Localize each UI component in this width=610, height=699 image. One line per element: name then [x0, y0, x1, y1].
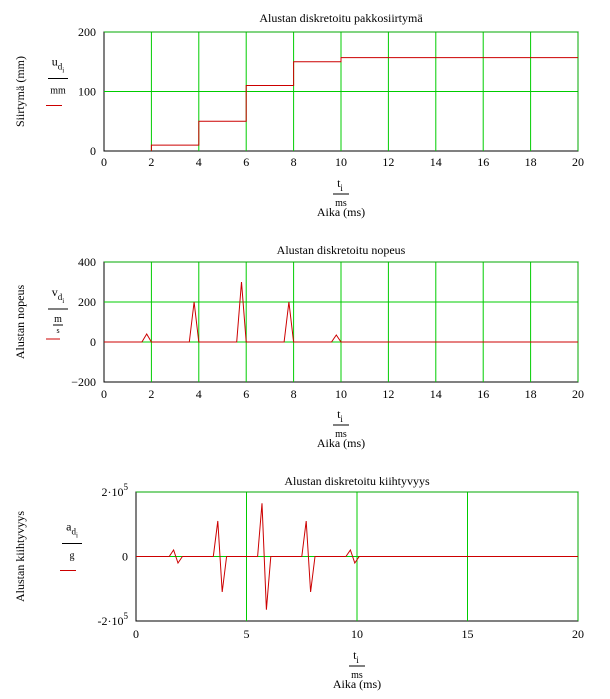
chart-title: Alustan diskretoitu kiihtyvyys: [284, 474, 430, 488]
x-expr-unit: ms: [351, 670, 363, 681]
x-tick-label: 10: [335, 155, 347, 169]
x-expr-variable: ti: [337, 176, 343, 193]
x-tick-label: 5: [244, 627, 250, 641]
series-line: [150, 57, 578, 151]
y-expr-variable: udi: [52, 55, 65, 75]
y-tick-label: 0: [90, 144, 96, 158]
x-tick-label: 10: [335, 387, 347, 401]
series-line: [136, 503, 578, 610]
y-tick-label: −200: [71, 375, 96, 389]
chart-2: 0 2 4 6 8 10 12 14 16 18 20 −200 0 200 400 Alustan disk…: [13, 243, 584, 450]
x-tick-label: 20: [572, 627, 584, 641]
x-tick-label: 16: [477, 387, 489, 401]
y-expr-variable: adi: [66, 520, 78, 540]
x-expr-variable: ti: [353, 648, 359, 665]
x-tick-label: 4: [196, 155, 202, 169]
x-tick-label: 0: [101, 155, 107, 169]
x-tick-label: 0: [101, 387, 107, 401]
y-tick-label: 200: [78, 25, 96, 39]
chart-title: Alustan diskretoitu pakkosiirtymä: [259, 11, 423, 25]
y-axis-label: Alustan nopeus: [13, 285, 27, 360]
x-tick-label: 12: [382, 155, 394, 169]
x-axis-label: Aika (ms): [317, 205, 365, 219]
x-expr-unit: ms: [335, 198, 347, 209]
x-tick-label: 6: [243, 387, 249, 401]
y-tick-label: 0: [90, 335, 96, 349]
x-tick-label: 8: [291, 387, 297, 401]
y-expr-unit: g: [70, 551, 75, 562]
y-expr-unit-num: m: [54, 314, 62, 325]
x-tick-label: 8: [291, 155, 297, 169]
y-axis-label: Alustan kiihtyvyys: [13, 511, 27, 602]
x-tick-label: 4: [196, 387, 202, 401]
x-tick-label: 20: [572, 155, 584, 169]
y-tick-label: 400: [78, 255, 96, 269]
x-tick-label: 16: [477, 155, 489, 169]
y-tick-label: 100: [78, 85, 96, 99]
x-tick-label: 12: [382, 387, 394, 401]
x-tick-label: 14: [430, 387, 442, 401]
x-tick-label: 18: [525, 155, 537, 169]
y-expr-unit: mm: [50, 86, 66, 97]
x-tick-label: 0: [133, 627, 139, 641]
x-tick-label: 15: [462, 627, 474, 641]
x-tick-label: 2: [148, 387, 154, 401]
y-tick-label: 200: [78, 295, 96, 309]
y-axis-label: Siirtymä (mm): [13, 56, 27, 127]
y-tick-label: -2·105: [98, 611, 129, 628]
x-tick-label: 6: [243, 155, 249, 169]
x-axis-label: Aika (ms): [317, 436, 365, 450]
x-expr-unit: ms: [335, 429, 347, 440]
y-tick-label: 0: [122, 550, 128, 564]
x-expr-variable: ti: [337, 407, 343, 424]
x-tick-label: 20: [572, 387, 584, 401]
x-axis-label: Aika (ms): [333, 677, 381, 691]
y-tick-label: 2·105: [102, 482, 129, 499]
y-expr-unit-den: s: [56, 326, 59, 335]
chart-3: 0 5 10 15 20 -2·105 0 2·105 Alustan diskretoitu …: [13, 474, 584, 691]
x-tick-label: 18: [525, 387, 537, 401]
chart-title: Alustan diskretoitu nopeus: [277, 243, 406, 257]
x-tick-label: 14: [430, 155, 442, 169]
y-expr-variable: vdi: [52, 285, 65, 305]
x-tick-label: 10: [351, 627, 363, 641]
series-line: [104, 281, 578, 343]
x-tick-label: 2: [148, 155, 154, 169]
